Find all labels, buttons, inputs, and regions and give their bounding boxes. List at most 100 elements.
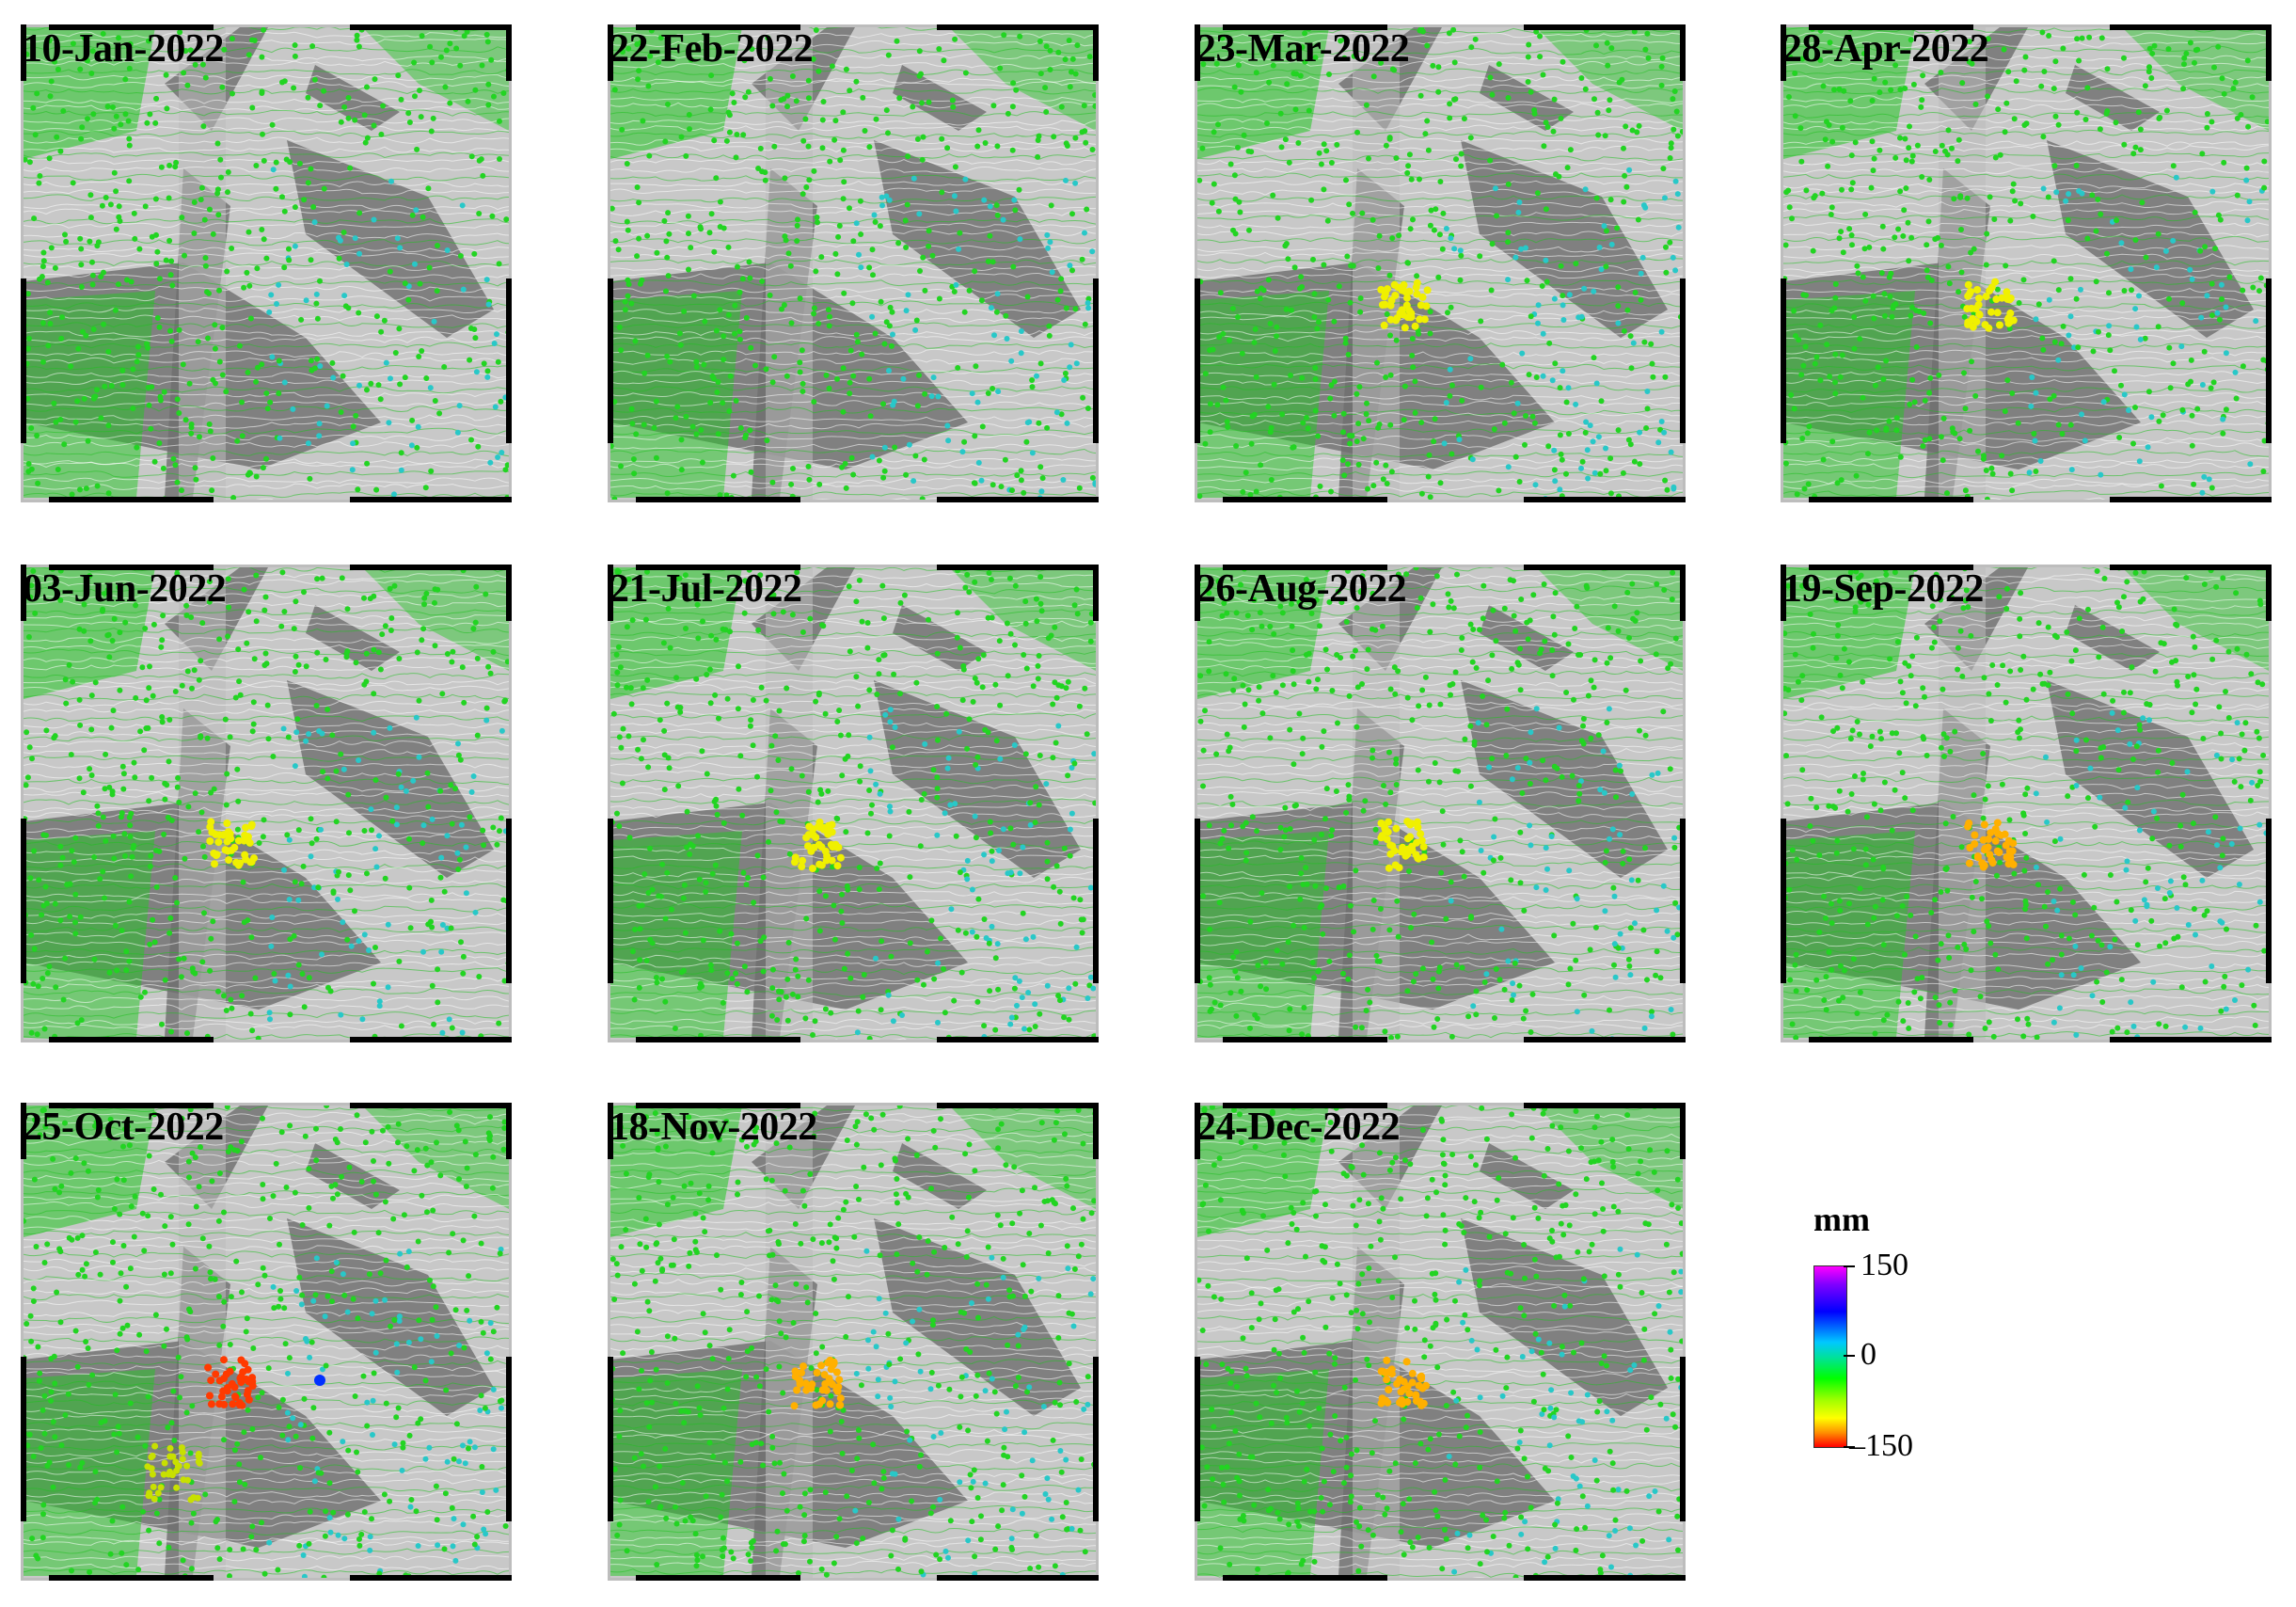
frame-tick xyxy=(506,1103,512,1159)
colorbar-mid-label: 0 xyxy=(1861,1337,1876,1372)
frame-tick xyxy=(2110,497,2272,502)
frame-tick xyxy=(636,1037,800,1042)
frame-tick xyxy=(2110,1037,2272,1042)
frame-tick xyxy=(1223,24,1387,30)
panel-date-label: 26-Aug-2022 xyxy=(1196,567,1407,611)
frame-tick xyxy=(636,1103,800,1108)
panel-date-label: 22-Feb-2022 xyxy=(610,27,814,71)
colorbar-min-label: –150 xyxy=(1849,1428,1913,1463)
terrain-map xyxy=(1783,27,2269,500)
frame-tick xyxy=(49,1103,214,1108)
map-frame xyxy=(1781,565,2272,1042)
map-frame xyxy=(1195,24,1686,502)
panel-date-label: 18-Nov-2022 xyxy=(610,1106,817,1149)
map-frame xyxy=(1195,1103,1686,1581)
frame-tick xyxy=(506,565,512,621)
frame-tick xyxy=(937,1575,1099,1581)
map-frame xyxy=(1781,24,2272,502)
frame-tick xyxy=(1781,565,1786,621)
frame-tick xyxy=(1223,1103,1387,1108)
frame-tick xyxy=(937,497,1099,502)
panel-date-label: 19-Sep-2022 xyxy=(1782,567,1984,611)
frame-tick xyxy=(49,497,214,502)
frame-tick xyxy=(937,1037,1099,1042)
frame-tick xyxy=(1680,278,1686,443)
terrain-map xyxy=(24,27,509,500)
frame-tick xyxy=(506,24,512,81)
frame-tick xyxy=(1680,24,1686,81)
frame-tick xyxy=(937,1103,1099,1108)
colorbar-gradient xyxy=(1813,1265,1847,1448)
terrain-map xyxy=(610,567,1096,1040)
frame-tick xyxy=(49,24,214,30)
legend-unit: mm xyxy=(1813,1201,1870,1238)
frame-tick xyxy=(21,1103,26,1159)
frame-tick xyxy=(1524,497,1686,502)
frame-tick xyxy=(1524,565,1686,570)
frame-tick xyxy=(506,1357,512,1521)
frame-tick xyxy=(1524,24,1686,30)
frame-tick xyxy=(1781,24,1786,81)
frame-tick xyxy=(1093,278,1099,443)
map-frame xyxy=(21,1103,512,1581)
map-panel: 10-Jan-2022 xyxy=(21,24,512,502)
frame-tick xyxy=(1680,565,1686,621)
map-panel: 25-Oct-2022 xyxy=(21,1103,512,1581)
colorbar-max-label: 150 xyxy=(1861,1248,1908,1282)
frame-tick xyxy=(350,1037,512,1042)
frame-tick xyxy=(506,278,512,443)
frame-tick xyxy=(1195,819,1200,983)
frame-tick xyxy=(2266,819,2272,983)
frame-tick xyxy=(1093,24,1099,81)
map-frame xyxy=(608,1103,1099,1581)
terrain-map xyxy=(1197,1106,1683,1578)
frame-tick xyxy=(2110,565,2272,570)
frame-tick xyxy=(608,1357,613,1521)
panel-date-label: 10-Jan-2022 xyxy=(23,27,224,71)
frame-tick xyxy=(1680,819,1686,983)
terrain-map xyxy=(24,567,509,1040)
terrain-map xyxy=(1783,567,2269,1040)
map-panel: 24-Dec-2022 xyxy=(1195,1103,1686,1581)
frame-tick xyxy=(21,1357,26,1521)
frame-tick xyxy=(608,1103,613,1159)
map-frame xyxy=(21,565,512,1042)
frame-tick xyxy=(1093,1103,1099,1159)
frame-tick xyxy=(1809,24,1973,30)
terrain-map xyxy=(610,1106,1096,1578)
frame-tick xyxy=(937,565,1099,570)
map-panel: 26-Aug-2022 xyxy=(1195,565,1686,1042)
frame-tick xyxy=(506,819,512,983)
frame-tick xyxy=(1680,1357,1686,1521)
colorbar-tick-max xyxy=(1844,1265,1855,1267)
frame-tick xyxy=(608,278,613,443)
frame-tick xyxy=(350,497,512,502)
map-panel: 18-Nov-2022 xyxy=(608,1103,1099,1581)
frame-tick xyxy=(21,565,26,621)
frame-tick xyxy=(1524,1575,1686,1581)
map-frame xyxy=(21,24,512,502)
map-panel: 28-Apr-2022 xyxy=(1781,24,2272,502)
frame-tick xyxy=(21,278,26,443)
panel-date-label: 21-Jul-2022 xyxy=(610,567,802,611)
frame-tick xyxy=(1093,819,1099,983)
frame-tick xyxy=(1195,565,1200,621)
frame-tick xyxy=(636,24,800,30)
frame-tick xyxy=(350,1575,512,1581)
terrain-map xyxy=(610,27,1096,500)
terrain-map xyxy=(1197,27,1683,500)
frame-tick xyxy=(1809,565,1973,570)
frame-tick xyxy=(2266,565,2272,621)
frame-tick xyxy=(1781,278,1786,443)
frame-tick xyxy=(2266,278,2272,443)
frame-tick xyxy=(1195,24,1200,81)
frame-tick xyxy=(49,1575,214,1581)
terrain-map xyxy=(1197,567,1683,1040)
frame-tick xyxy=(350,565,512,570)
colorbar-tick-min xyxy=(1844,1446,1855,1448)
map-frame xyxy=(608,24,1099,502)
frame-tick xyxy=(1809,497,1973,502)
frame-tick xyxy=(1680,1103,1686,1159)
frame-tick xyxy=(49,1037,214,1042)
map-panel: 23-Mar-2022 xyxy=(1195,24,1686,502)
